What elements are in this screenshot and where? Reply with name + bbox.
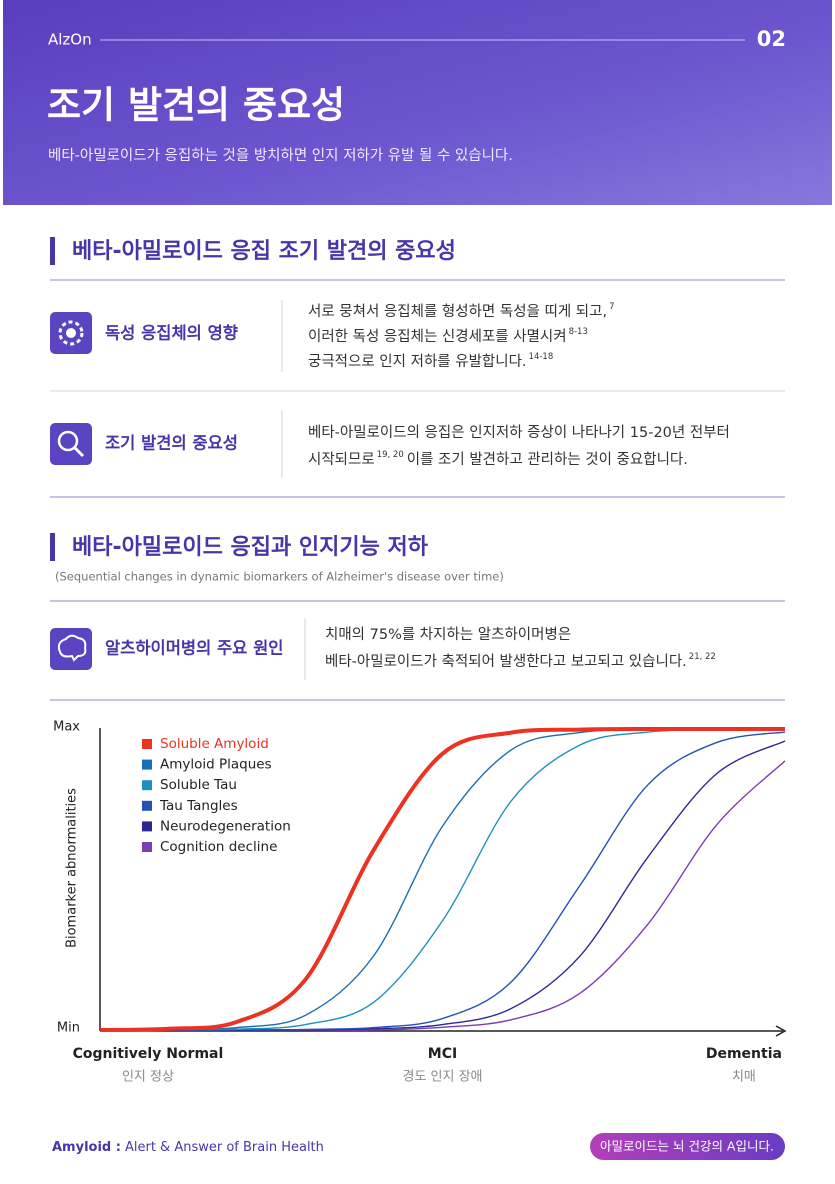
text-run: 궁극적으로 인지 저하를 유발합니다. (308, 353, 527, 370)
footer-tagline: Alert & Answer of Brain Health (125, 1140, 324, 1155)
body-text: 베타-아밀로이드가 축적되어 발생한다고 보고되고 있습니다. 21, 22 (325, 652, 716, 671)
caption: (Sequential changes in dynamic biomarker… (55, 570, 504, 584)
header-bg (3, 0, 832, 205)
reference: 14-18 (529, 352, 554, 362)
icon (50, 312, 92, 354)
series-line (99, 726, 785, 1032)
body-text: 시작되므로 19, 20 이를 조기 발견하고 관리하는 것이 중요합니다. (308, 450, 688, 469)
item-label: 조기 발견의 중요성 (105, 434, 238, 453)
badge (590, 1133, 785, 1160)
badge-text: 아밀로이드는 뇌 건강의 A입니다. (600, 1139, 774, 1154)
text-run: 베타-아밀로이드가 축적되어 발생한다고 보고되고 있습니다. (325, 653, 687, 670)
heading-bar (50, 533, 55, 561)
text-run: 이를 조기 발견하고 관리하는 것이 중요합니다. (407, 451, 688, 468)
reference: 21, 22 (689, 652, 716, 662)
body-text: 서로 뭉쳐서 응집체를 형성하면 독성을 띠게 되고, 7 (308, 302, 614, 321)
legend-label: Amyloid Plaques (160, 757, 272, 773)
legend-label: Tau Tangles (159, 798, 238, 814)
brand: AlzOn (48, 31, 92, 49)
x-tick-label: MCI (428, 1046, 457, 1062)
legend-label: Soluble Amyloid (160, 736, 269, 752)
legend-swatch (142, 800, 152, 811)
legend-label: Cognition decline (160, 839, 277, 855)
legend-swatch (142, 821, 152, 832)
y-tick-label: Min (57, 1021, 80, 1036)
subtitle: 베타-아밀로이드가 응집하는 것을 방치하면 인지 저하가 유발 될 수 있습니… (48, 147, 513, 164)
reference: 8-13 (569, 327, 588, 337)
x-tick-label: Dementia (706, 1046, 782, 1062)
series-line (99, 728, 786, 1031)
item-label: 독성 응집체의 영향 (105, 323, 238, 343)
x-tick-sublabel: 경도 인지 장애 (402, 1070, 482, 1085)
icon (50, 423, 92, 465)
page-number: 02 (757, 27, 786, 51)
legend-label: Neurodegeneration (160, 818, 291, 834)
section-heading: 베타-아밀로이드 응집 조기 발견의 중요성 (72, 239, 456, 264)
body-text: 궁극적으로 인지 저하를 유발합니다. 14-18 (308, 352, 553, 371)
text-run: 베타-아밀로이드의 응집은 인지저하 증상이 나타나기 15-20년 전부터 (308, 424, 730, 441)
reference: 7 (609, 302, 614, 312)
legend-label: Soluble Tau (160, 777, 237, 793)
text-run: 이러한 독성 응집체는 신경세포를 사멸시켜 (308, 328, 567, 345)
x-tick-label: Cognitively Normal (73, 1046, 224, 1062)
body-text: 치매의 75%를 차지하는 알츠하이머병은 (325, 626, 571, 643)
axis-arrow (775, 1025, 787, 1037)
series-line (99, 728, 786, 1031)
x-tick-sublabel: 치매 (732, 1070, 756, 1085)
body-text: 이러한 독성 응집체는 신경세포를 사멸시켜 8-13 (308, 327, 588, 346)
y-tick-label: Max (53, 720, 80, 735)
section-heading: 베타-아밀로이드 응집과 인지기능 저하 (72, 535, 429, 560)
icon (50, 628, 92, 670)
y-axis-label: Biomarker abnormalities (65, 788, 80, 948)
footer-text: Amyloid : Alert & Answer of Brain Health (52, 1140, 324, 1155)
legend-swatch (142, 739, 152, 749)
text-run: 시작되므로 (308, 451, 375, 468)
heading-bar (50, 237, 55, 265)
body-text: 베타-아밀로이드의 응집은 인지저하 증상이 나타나기 15-20년 전부터 (308, 424, 730, 441)
legend-swatch (142, 780, 152, 791)
x-tick-sublabel: 인지 정상 (122, 1070, 174, 1085)
text-run: 서로 뭉쳐서 응집체를 형성하면 독성을 띠게 되고, (308, 303, 607, 320)
title: 조기 발견의 중요성 (47, 84, 345, 127)
text-run: 치매의 75%를 차지하는 알츠하이머병은 (325, 626, 571, 643)
footer-brand: Amyloid : (52, 1140, 121, 1155)
reference: 19, 20 (377, 450, 404, 460)
legend-swatch (142, 759, 152, 770)
item-label: 알츠하이머병의 주요 원인 (105, 639, 283, 658)
legend-swatch (142, 842, 152, 852)
